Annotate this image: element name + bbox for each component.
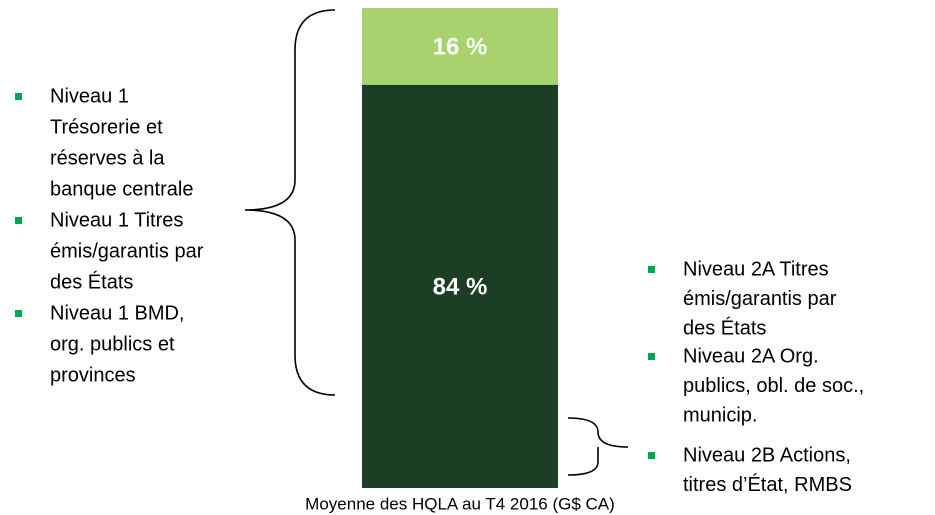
bullet <box>648 452 655 459</box>
annotation-line: publics, obl. de soc., <box>683 375 864 397</box>
bullet <box>15 217 22 224</box>
bullet <box>15 310 22 317</box>
annotation-line: réserves à la <box>50 147 165 169</box>
annotation-line: banque centrale <box>50 178 193 200</box>
annotation-line: Niveau 2B Actions, <box>683 444 851 466</box>
annotation-line: Niveau 2A Titres <box>683 258 829 280</box>
annotation-line: provinces <box>50 364 136 386</box>
annotation-line: émis/garantis par <box>50 240 204 262</box>
bullet <box>15 93 22 100</box>
annotation-line: Niveau 2A Org. <box>683 345 819 367</box>
value-label: 16 % <box>433 34 488 61</box>
annotation-line: Trésorerie et <box>50 116 163 138</box>
annotation-line: titres d’État, RMBS <box>683 473 852 496</box>
annotation-line: Niveau 1 <box>50 85 129 107</box>
annotation-line: Niveau 1 BMD, <box>50 302 185 324</box>
bar-segment <box>362 8 558 85</box>
annotation-line: municip. <box>683 404 757 426</box>
annotation-line: org. publics et <box>50 333 175 355</box>
annotation-line: des États <box>50 270 133 293</box>
bar-segment <box>362 84 558 489</box>
brace-right <box>567 417 629 476</box>
brace-left <box>244 9 336 396</box>
annotation-line: Niveau 1 Titres <box>50 209 183 231</box>
category-label: Moyenne des HQLA au T4 2016 (G$ CA) <box>305 494 615 513</box>
annotation-line: des États <box>683 316 766 339</box>
value-label: 84 % <box>433 274 488 301</box>
annotation-line: émis/garantis par <box>683 288 837 310</box>
bullet <box>648 353 655 360</box>
bullet <box>648 266 655 273</box>
